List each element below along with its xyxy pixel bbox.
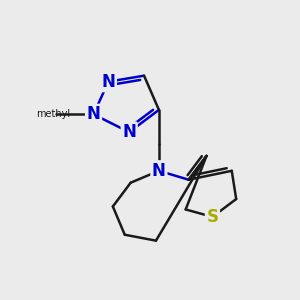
Text: N: N	[87, 105, 100, 123]
Text: N: N	[152, 162, 166, 180]
Text: S: S	[206, 208, 218, 226]
Text: N: N	[122, 123, 136, 141]
Text: N: N	[101, 73, 115, 91]
Text: methyl: methyl	[36, 109, 70, 119]
